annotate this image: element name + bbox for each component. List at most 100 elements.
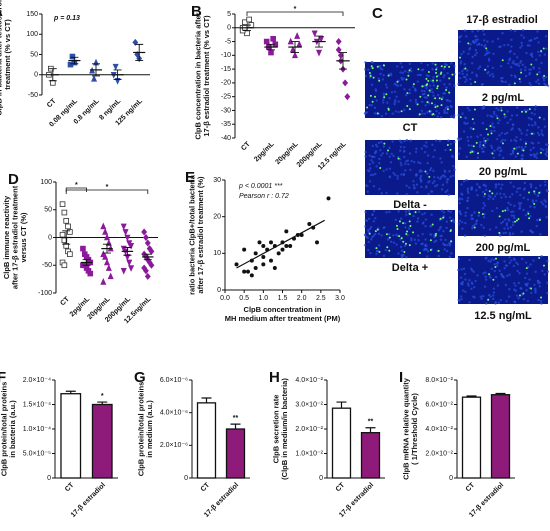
nucleus (372, 220, 376, 223)
stain (383, 96, 386, 99)
stain (434, 234, 437, 237)
significance: * (75, 182, 78, 189)
nucleus (371, 235, 374, 239)
micrograph-label: CT (403, 122, 418, 134)
nucleus (529, 263, 532, 266)
error-bar (230, 423, 241, 429)
stain (430, 102, 433, 105)
nucleus (536, 152, 539, 155)
data-point (87, 270, 94, 277)
nucleus (460, 183, 463, 186)
nucleus (533, 121, 537, 124)
nucleus (426, 172, 429, 175)
nucleus (466, 136, 469, 139)
nucleus (458, 299, 461, 302)
nucleus (536, 131, 540, 135)
nucleus (466, 206, 469, 210)
nucleus (457, 82, 460, 86)
nucleus (496, 261, 499, 264)
nucleus (371, 161, 375, 164)
nucleus (412, 85, 415, 89)
stain (450, 219, 453, 222)
nucleus (445, 111, 449, 115)
nucleus (443, 109, 446, 112)
nucleus (545, 148, 548, 151)
nucleus (533, 192, 536, 195)
nucleus (449, 175, 452, 178)
nucleus (536, 218, 539, 222)
nucleus (473, 285, 476, 289)
stain (379, 167, 382, 170)
nucleus (380, 234, 383, 237)
nucleus (503, 218, 507, 221)
nucleus (409, 139, 412, 142)
nucleus (468, 109, 471, 112)
data-point (242, 247, 247, 252)
nucleus (383, 226, 386, 229)
nucleus (468, 279, 471, 282)
nucleus (443, 169, 446, 172)
data-point (299, 233, 304, 237)
stain (374, 95, 377, 98)
stain (386, 149, 389, 152)
nucleus (378, 244, 381, 247)
nucleus (443, 175, 447, 179)
nucleus (424, 225, 427, 228)
nucleus (375, 145, 379, 148)
micrograph-label: 12.5 ng/mL (474, 310, 532, 322)
nucleus (371, 213, 374, 216)
nucleus (515, 190, 519, 194)
stain (487, 133, 490, 136)
stain (448, 65, 451, 68)
nucleus (537, 41, 540, 44)
stain (416, 103, 419, 106)
nucleus (445, 226, 448, 230)
nucleus (423, 112, 426, 115)
error-bar (123, 247, 132, 256)
nucleus (481, 29, 485, 32)
stain (428, 89, 431, 92)
nucleus (426, 255, 429, 258)
nucleus (491, 122, 494, 125)
nucleus (459, 60, 463, 63)
nucleus (393, 90, 397, 93)
nucleus (490, 129, 493, 133)
nucleus (492, 156, 495, 159)
nucleus (484, 53, 487, 57)
nucleus (397, 210, 400, 213)
y-tick-label: -5 (225, 38, 231, 45)
nucleus (542, 148, 545, 152)
stain (440, 71, 443, 74)
nucleus (413, 161, 416, 164)
nucleus (375, 165, 378, 168)
stain (488, 190, 491, 193)
nucleus (512, 214, 516, 217)
stain (530, 63, 533, 66)
y-axis-label: ratio bacteria ClpB+/total bacteria (187, 174, 196, 295)
nucleus (385, 168, 388, 171)
stain (402, 240, 405, 243)
nucleus (529, 84, 532, 87)
nucleus (496, 37, 500, 41)
nucleus (519, 193, 522, 197)
nucleus (463, 62, 466, 66)
nucleus (482, 150, 485, 153)
nucleus (376, 249, 379, 253)
nucleus (445, 98, 449, 102)
stain (449, 230, 452, 233)
y-tick-label: -25 (221, 94, 231, 101)
nucleus (520, 41, 523, 45)
stain (436, 105, 439, 108)
stain (484, 139, 487, 142)
nucleus (432, 169, 435, 173)
nucleus (414, 242, 418, 245)
nucleus (515, 139, 518, 143)
stain (491, 192, 494, 195)
nucleus (431, 67, 434, 71)
nucleus (425, 145, 428, 148)
nucleus (480, 147, 484, 150)
data-point (280, 247, 285, 252)
stain (483, 192, 486, 195)
nucleus (483, 285, 487, 288)
nucleus (443, 248, 446, 251)
